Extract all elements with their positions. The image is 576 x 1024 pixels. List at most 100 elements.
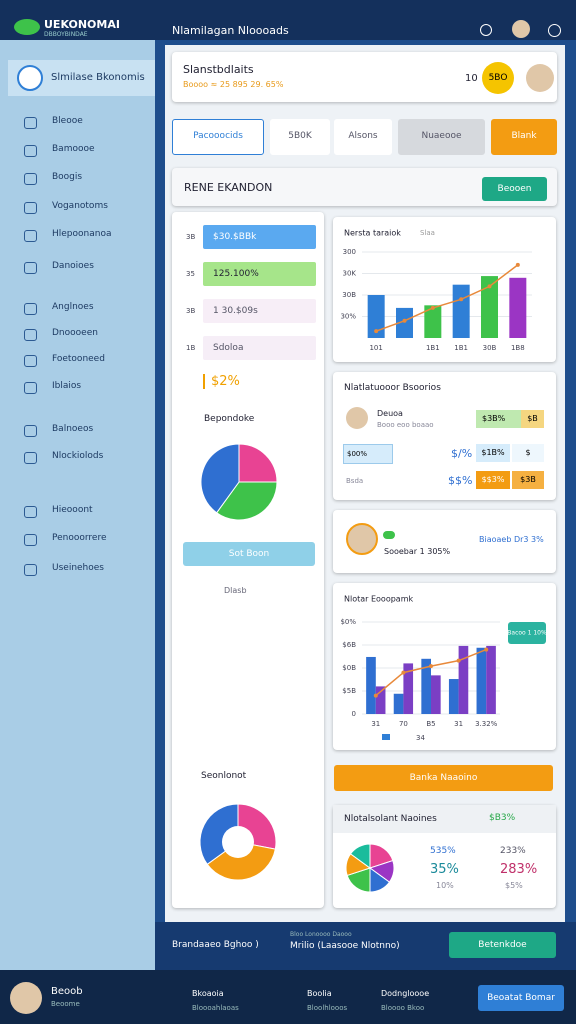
y-tick-label: 0: [352, 710, 356, 718]
bar: [509, 277, 527, 338]
input[interactable]: 125.100%: [203, 262, 316, 286]
line-point: [374, 329, 379, 334]
avatar: [10, 982, 42, 1014]
footer-button[interactable]: Betenkdoe: [449, 932, 556, 958]
pie-note: Dlasb: [224, 586, 247, 595]
link[interactable]: Biaoaeb Dr3 3%: [479, 535, 544, 544]
summary-title: Slanstbdlaits: [183, 63, 254, 76]
nav-icon: [24, 534, 37, 546]
y-tick-label: 300: [343, 248, 356, 256]
nav-item[interactable]: Bamoooe: [52, 144, 95, 154]
panel-button[interactable]: Beooen: [482, 177, 547, 201]
field[interactable]: $00%: [343, 444, 393, 464]
nav-icon: [24, 452, 37, 464]
nav-icon: [24, 355, 37, 367]
bar: [375, 686, 386, 714]
line-point: [515, 262, 520, 267]
bar: [481, 276, 498, 338]
tab[interactable]: Alsons: [334, 119, 392, 155]
nav-icon: [24, 145, 37, 157]
top-bar: [0, 0, 576, 40]
nav-icon: [24, 202, 37, 214]
nav-item[interactable]: Anglnoes: [52, 302, 94, 312]
nav-item[interactable]: Hieooont: [52, 505, 93, 515]
bar: [486, 645, 496, 714]
nav-item[interactable]: Balnoeos: [52, 424, 94, 434]
pie-button[interactable]: Sot Boon: [183, 542, 315, 566]
x-tick-label: 70: [399, 720, 408, 728]
orange-button[interactable]: Banka Naaoino: [334, 765, 553, 791]
nav-item[interactable]: Boolia: [307, 989, 332, 998]
nav-item[interactable]: Dnoooeen: [52, 328, 98, 338]
search-icon[interactable]: [480, 24, 492, 36]
input[interactable]: $30.$BBk: [203, 225, 316, 249]
page-title: Nlamilagan Nloooads: [172, 24, 289, 37]
bar: [367, 295, 385, 338]
y-tick-label: 30%: [340, 313, 356, 321]
pie-label: Bepondoke: [204, 414, 255, 424]
y-tick-label: 30B: [342, 291, 356, 299]
bar: [448, 679, 459, 714]
nav-item[interactable]: Iblaios: [52, 381, 82, 391]
nav-icon: [24, 506, 37, 518]
line-point: [456, 658, 461, 663]
input[interactable]: Sdoloa: [203, 336, 316, 360]
stat: $5%: [505, 881, 523, 890]
tab[interactable]: 5B0K: [270, 119, 330, 155]
nav-sub: Bloolhlooos: [307, 1004, 348, 1012]
logo-icon: [14, 19, 40, 35]
nav-sub: Bloooo Bkoo: [381, 1004, 425, 1012]
tab[interactable]: Blank: [491, 119, 557, 155]
card-title: Nlatlatuooor Bsoorios: [344, 383, 441, 393]
nav-item[interactable]: Foetooneed: [52, 354, 105, 364]
nav-item[interactable]: Voganotoms: [52, 201, 108, 211]
bar: [431, 675, 441, 714]
settings-icon[interactable]: [548, 24, 561, 37]
avatar[interactable]: [512, 20, 530, 38]
stat: $: [512, 444, 544, 462]
nav-item[interactable]: Dodngloooe: [381, 989, 430, 998]
nav-icon: [24, 173, 37, 185]
tab[interactable]: Nuaeooe: [398, 119, 485, 155]
card-title: Nlotalsolant Naoines: [344, 814, 437, 824]
avatar: [526, 64, 554, 92]
logo: UEKONOMAI: [44, 18, 120, 31]
bar: [476, 647, 487, 714]
nav-item[interactable]: Hlepoonanoa: [52, 229, 112, 239]
badge: [508, 622, 546, 644]
bar: [452, 284, 470, 338]
nav-item[interactable]: Penooorrere: [52, 533, 107, 543]
nav-icon: [24, 117, 37, 129]
nav-sub: Bloooahlaoas: [192, 1004, 239, 1012]
bar: [458, 645, 469, 714]
nav-item[interactable]: Bleooe: [52, 116, 83, 126]
line-point: [401, 670, 406, 675]
input[interactable]: 1 30.$09s: [203, 299, 316, 323]
nav-icon: [24, 303, 37, 315]
summary-subtitle: Boooo ≈ 25 895 29. 65%: [183, 80, 284, 89]
highlight: $2%: [203, 374, 240, 389]
badge: 5BO: [482, 62, 514, 94]
x-tick-label: 30B: [483, 344, 497, 352]
x-tick-label: 101: [369, 344, 382, 352]
nav-item[interactable]: Bkoaoia: [192, 989, 224, 998]
nav-icon: [24, 425, 37, 437]
pie-slice: [238, 443, 278, 483]
bottom-button[interactable]: Beoatat Bomar: [478, 985, 564, 1011]
person: Sooebar 1 305%: [384, 547, 451, 556]
nav-item[interactable]: Useinehoes: [52, 563, 104, 573]
logo-sub: DBBOYBINDAE: [44, 31, 88, 38]
tab[interactable]: Pacooocids: [172, 119, 264, 155]
person-sub: Booo eoo boaao: [377, 421, 434, 429]
pie-card-header: [333, 805, 556, 833]
sidebar: [0, 40, 155, 970]
panel-title: RENE EKANDON: [184, 181, 273, 194]
stat: $B: [521, 410, 544, 428]
nav-item[interactable]: Nlockiolods: [52, 451, 104, 461]
nav-item[interactable]: Boogis: [52, 172, 83, 182]
y-tick-label: $0B: [342, 664, 356, 672]
nav-item[interactable]: Danoioes: [52, 261, 94, 271]
stat: 233%: [500, 846, 526, 856]
x-tick-label: 31: [371, 720, 380, 728]
